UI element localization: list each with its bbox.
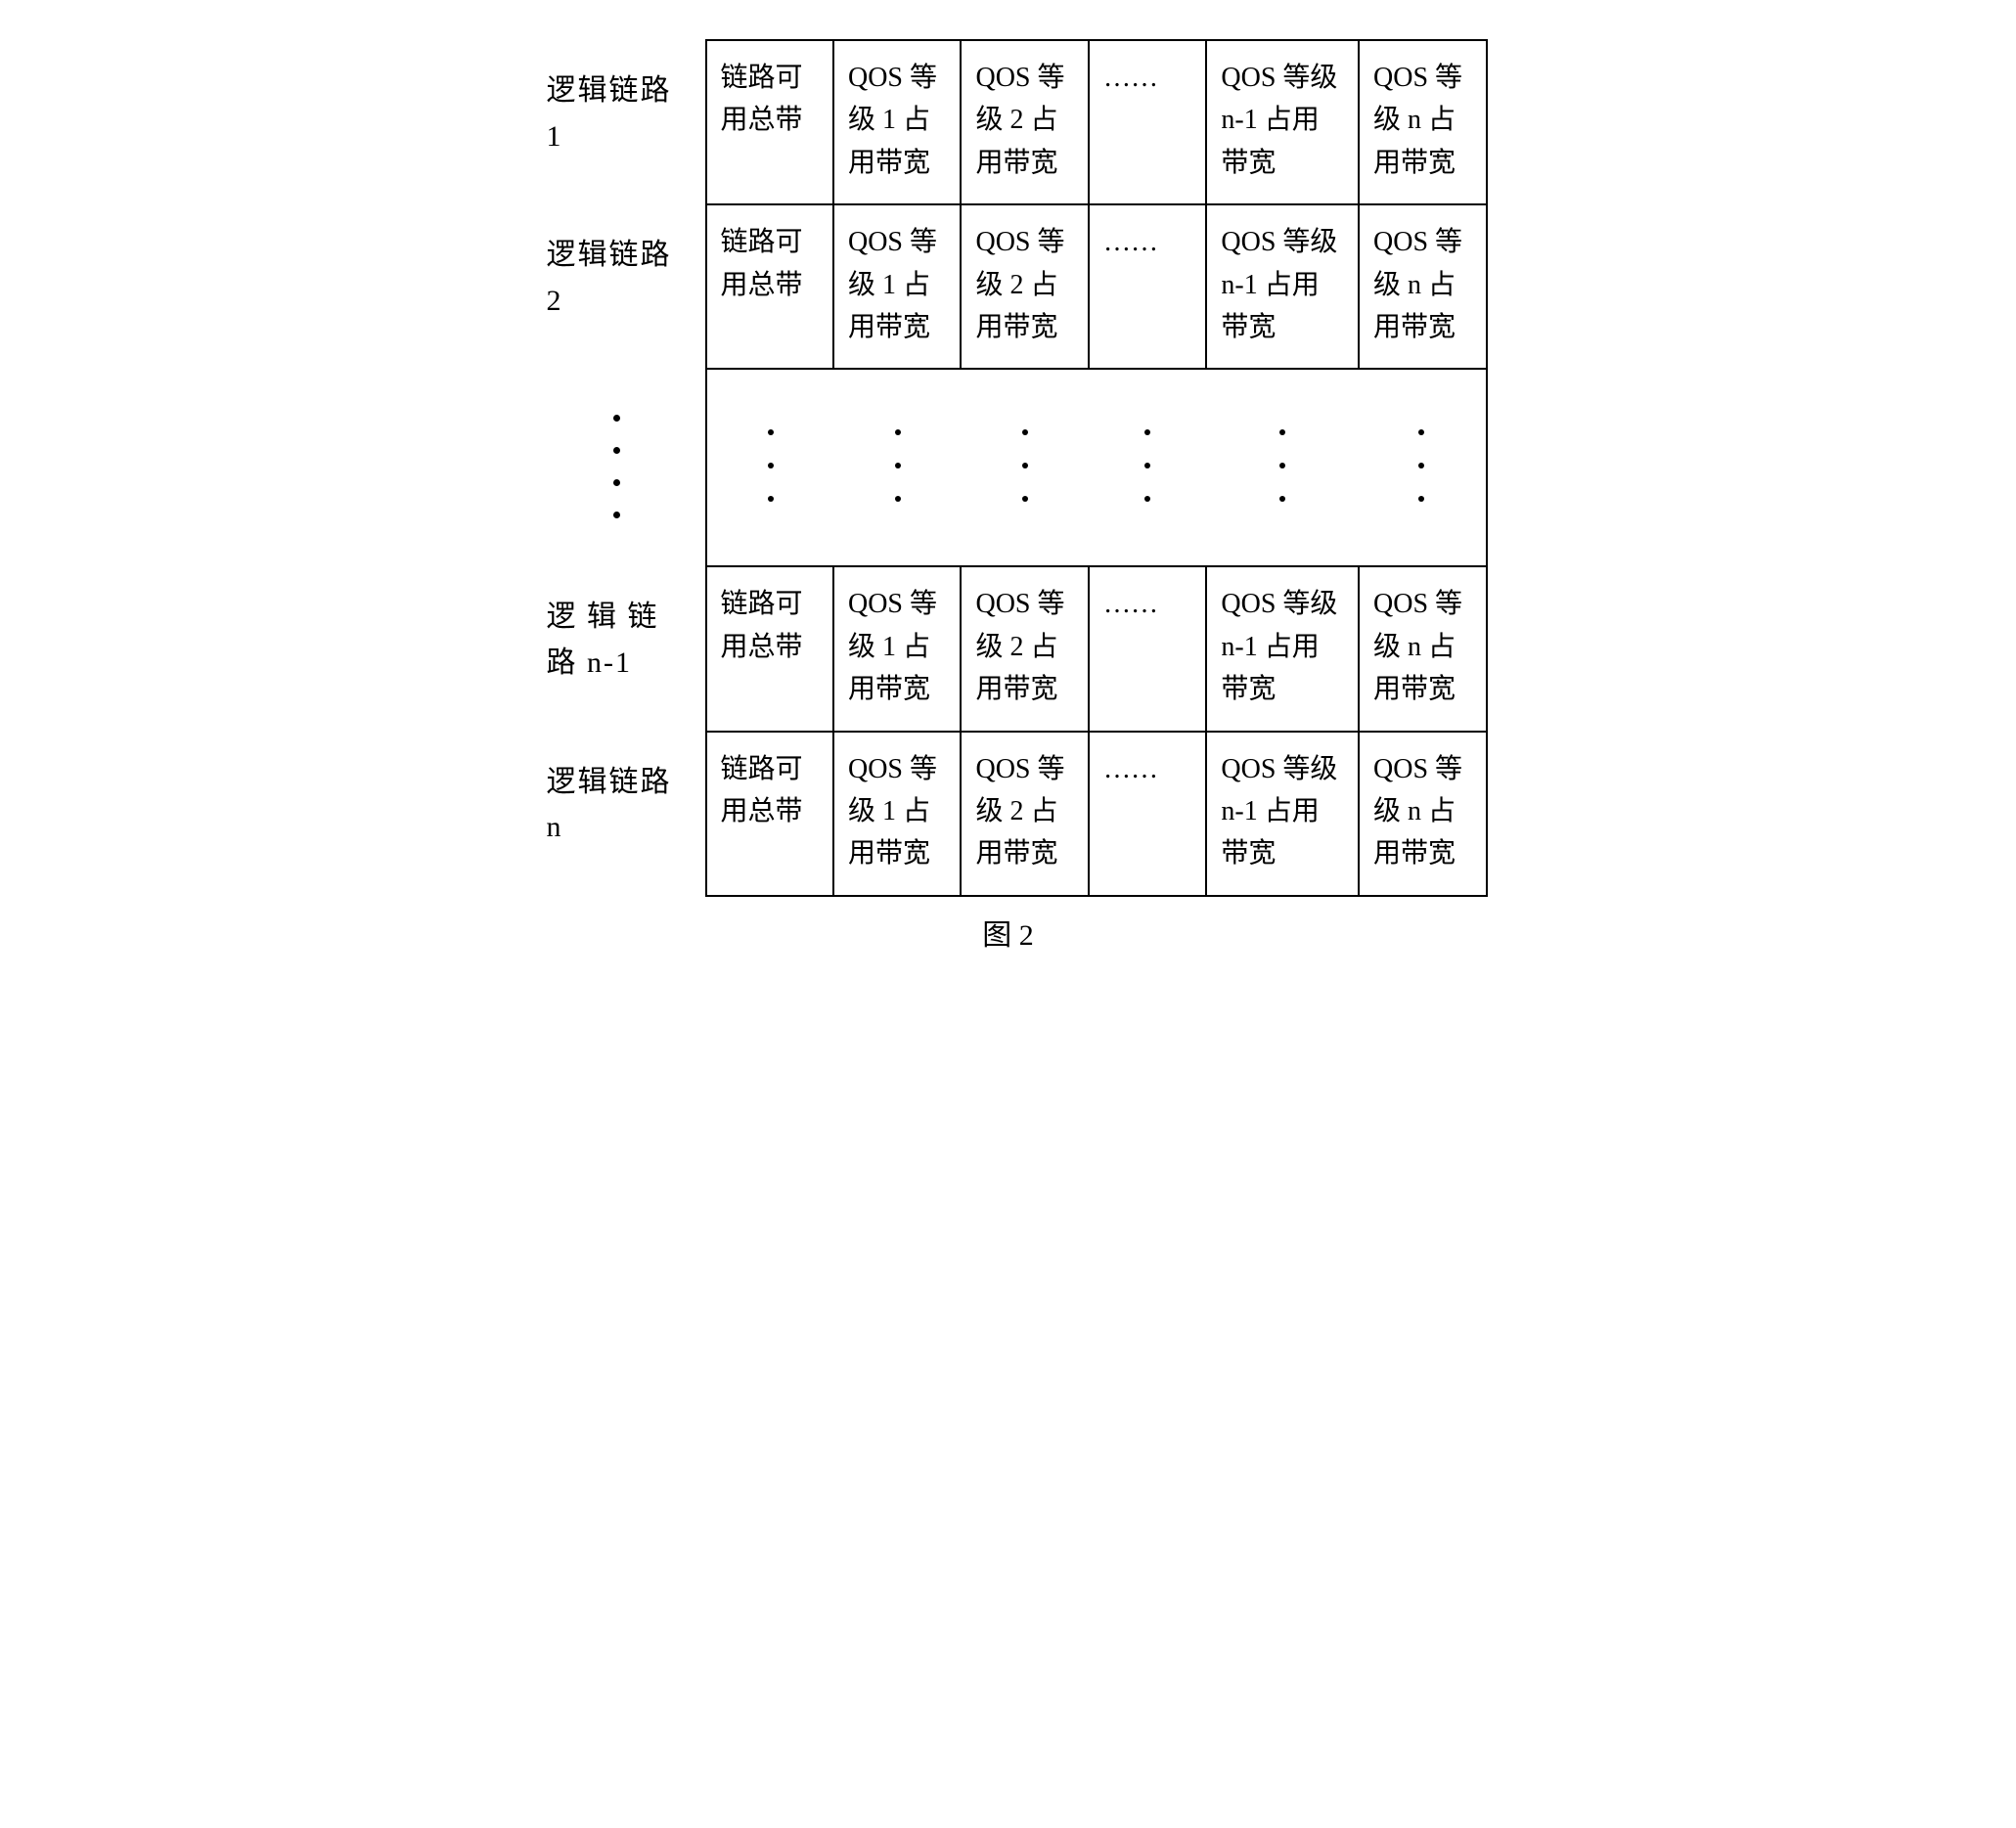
cell-ellipsis: …… — [1090, 41, 1207, 203]
row-label-vdots — [529, 368, 705, 565]
cell-link-bandwidth: 链路可用总带 — [707, 733, 834, 895]
table-row: 逻辑链路 n 链路可用总带 QOS 等级 1 占用带宽 QOS 等级 2 占用带… — [529, 731, 1488, 897]
table-row-ellipsis — [529, 368, 1488, 565]
cell-qos-n: QOS 等级 n 占用带宽 — [1360, 567, 1485, 730]
cell-ellipsis: …… — [1090, 205, 1207, 368]
cell-qos-2: QOS 等级 2 占用带宽 — [962, 41, 1089, 203]
cell-qos-1: QOS 等级 1 占用带宽 — [834, 41, 962, 203]
cell-qos-2: QOS 等级 2 占用带宽 — [962, 205, 1089, 368]
cell-vdots — [707, 370, 834, 565]
row-label: 逻辑链路 2 — [529, 203, 705, 368]
logical-link-table: 逻辑链路 1 链路可用总带 QOS 等级 1 占用带宽 QOS 等级 2 占用带… — [529, 39, 1488, 897]
row-label: 逻辑链路 n — [529, 731, 705, 897]
row-label: 逻辑链路 1 — [529, 39, 705, 203]
cell-ellipsis: …… — [1090, 567, 1207, 730]
cell-ellipsis: …… — [1090, 733, 1207, 895]
row-cells: 链路可用总带 QOS 等级 1 占用带宽 QOS 等级 2 占用带宽 …… QO… — [705, 731, 1488, 897]
cell-link-bandwidth: 链路可用总带 — [707, 567, 834, 730]
cell-qos-2: QOS 等级 2 占用带宽 — [962, 733, 1089, 895]
table-row: 逻辑链路 1 链路可用总带 QOS 等级 1 占用带宽 QOS 等级 2 占用带… — [529, 39, 1488, 203]
cell-link-bandwidth: 链路可用总带 — [707, 205, 834, 368]
table-row: 逻 辑 链路 n-1 链路可用总带 QOS 等级 1 占用带宽 QOS 等级 2… — [529, 565, 1488, 730]
cell-vdots — [834, 370, 962, 565]
cell-vdots — [1089, 370, 1206, 565]
cell-qos-1: QOS 等级 1 占用带宽 — [834, 567, 962, 730]
cell-qos-nminus1: QOS 等级 n-1 占用带宽 — [1207, 733, 1360, 895]
cell-qos-nminus1: QOS 等级 n-1 占用带宽 — [1207, 567, 1360, 730]
cell-qos-n: QOS 等级 n 占用带宽 — [1360, 733, 1485, 895]
row-label: 逻 辑 链路 n-1 — [529, 565, 705, 730]
row-cells: 链路可用总带 QOS 等级 1 占用带宽 QOS 等级 2 占用带宽 …… QO… — [705, 565, 1488, 730]
cell-vdots — [1206, 370, 1359, 565]
cell-qos-1: QOS 等级 1 占用带宽 — [834, 733, 962, 895]
cell-qos-n: QOS 等级 n 占用带宽 — [1360, 41, 1485, 203]
row-cells: 链路可用总带 QOS 等级 1 占用带宽 QOS 等级 2 占用带宽 …… QO… — [705, 203, 1488, 368]
cell-qos-n: QOS 等级 n 占用带宽 — [1360, 205, 1485, 368]
figure-caption: 图 2 — [982, 911, 1034, 954]
cell-vdots — [1358, 370, 1485, 565]
cell-vdots — [962, 370, 1089, 565]
cell-qos-nminus1: QOS 等级 n-1 占用带宽 — [1207, 41, 1360, 203]
row-cells — [705, 368, 1488, 565]
row-cells: 链路可用总带 QOS 等级 1 占用带宽 QOS 等级 2 占用带宽 …… QO… — [705, 39, 1488, 203]
cell-link-bandwidth: 链路可用总带 — [707, 41, 834, 203]
cell-qos-nminus1: QOS 等级 n-1 占用带宽 — [1207, 205, 1360, 368]
cell-qos-1: QOS 等级 1 占用带宽 — [834, 205, 962, 368]
table-row: 逻辑链路 2 链路可用总带 QOS 等级 1 占用带宽 QOS 等级 2 占用带… — [529, 203, 1488, 368]
cell-qos-2: QOS 等级 2 占用带宽 — [962, 567, 1089, 730]
